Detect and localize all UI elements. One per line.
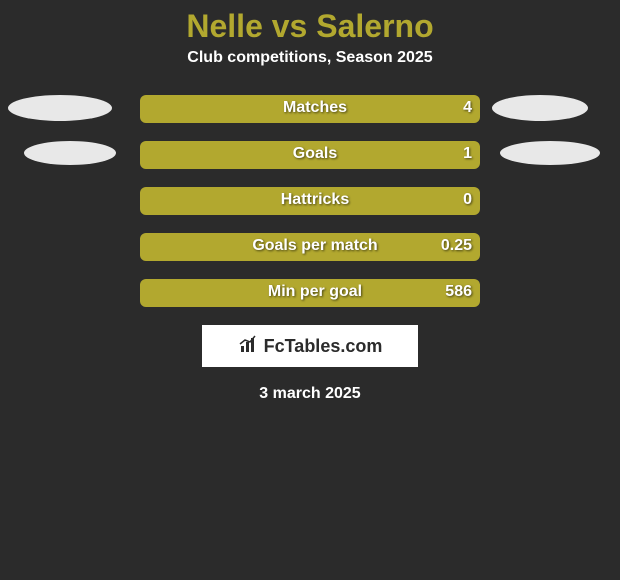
stat-row: Min per goal586 [0,279,620,307]
chart-icon [238,334,258,359]
stat-label: Goals [0,145,620,163]
brand-text: FcTables.com [264,336,383,357]
brand-box: FcTables.com [202,325,418,367]
stat-value: 4 [463,99,472,117]
subtitle-text: Club competitions, Season 2025 [187,49,432,66]
stat-value: 586 [445,283,472,301]
stat-label: Hattricks [0,191,620,209]
stat-value: 0.25 [441,237,472,255]
stat-label: Goals per match [0,237,620,255]
stat-row: Matches4 [0,95,620,123]
date-value: 3 march 2025 [259,385,360,402]
title-text: Nelle vs Salerno [186,8,433,44]
date-text: 3 march 2025 [0,385,620,403]
stat-label: Matches [0,99,620,117]
stat-value: 0 [463,191,472,209]
stat-row: Hattricks0 [0,187,620,215]
stat-value: 1 [463,145,472,163]
stat-row: Goals1 [0,141,620,169]
page-title: Nelle vs Salerno [0,0,620,45]
stat-row: Goals per match0.25 [0,233,620,261]
stat-label: Min per goal [0,283,620,301]
page-subtitle: Club competitions, Season 2025 [0,49,620,67]
stats-area: Matches4Goals1Hattricks0Goals per match0… [0,95,620,307]
